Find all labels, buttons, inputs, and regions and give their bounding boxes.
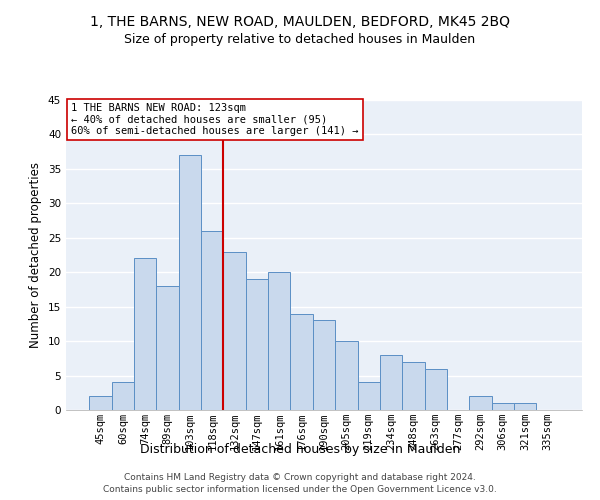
Bar: [425, 368, 447, 410]
Text: Size of property relative to detached houses in Maulden: Size of property relative to detached ho…: [124, 32, 476, 46]
Bar: [268, 272, 290, 410]
Bar: [358, 382, 380, 410]
Bar: [335, 341, 358, 410]
Bar: [491, 403, 514, 410]
Bar: [112, 382, 134, 410]
Bar: [223, 252, 246, 410]
Text: 1, THE BARNS, NEW ROAD, MAULDEN, BEDFORD, MK45 2BQ: 1, THE BARNS, NEW ROAD, MAULDEN, BEDFORD…: [90, 15, 510, 29]
Bar: [469, 396, 491, 410]
Bar: [514, 403, 536, 410]
Bar: [201, 231, 223, 410]
Bar: [290, 314, 313, 410]
Bar: [380, 355, 402, 410]
Bar: [313, 320, 335, 410]
Text: Contains HM Land Registry data © Crown copyright and database right 2024.: Contains HM Land Registry data © Crown c…: [124, 472, 476, 482]
Bar: [246, 279, 268, 410]
Bar: [157, 286, 179, 410]
Bar: [179, 155, 201, 410]
Y-axis label: Number of detached properties: Number of detached properties: [29, 162, 43, 348]
Bar: [89, 396, 112, 410]
Bar: [402, 362, 425, 410]
Text: Contains public sector information licensed under the Open Government Licence v3: Contains public sector information licen…: [103, 485, 497, 494]
Text: Distribution of detached houses by size in Maulden: Distribution of detached houses by size …: [140, 442, 460, 456]
Bar: [134, 258, 157, 410]
Text: 1 THE BARNS NEW ROAD: 123sqm
← 40% of detached houses are smaller (95)
60% of se: 1 THE BARNS NEW ROAD: 123sqm ← 40% of de…: [71, 103, 359, 136]
